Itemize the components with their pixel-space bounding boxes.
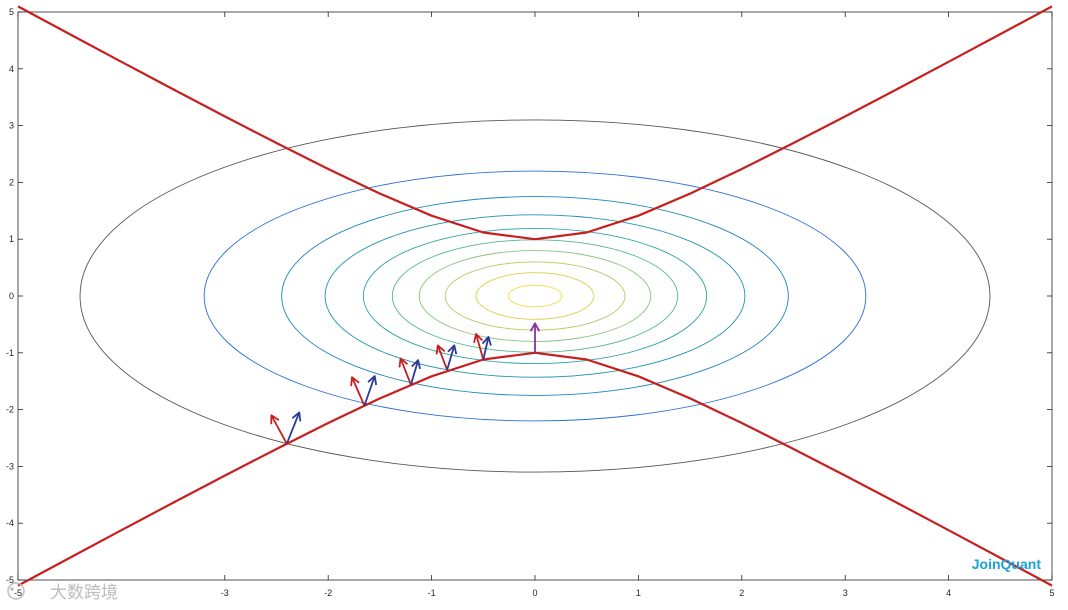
y-tick-label: -2: [6, 405, 14, 415]
watermark-text: 大数跨境: [50, 583, 118, 603]
gradient-arrow-shaft: [436, 345, 448, 371]
brand-label: JoinQuant: [972, 556, 1042, 572]
gradient-arrow-head: [529, 322, 541, 332]
plot-area: [17, 11, 1053, 581]
contour-level-5: [362, 227, 708, 365]
y-tick-label: 2: [9, 177, 14, 187]
gradient-arrow-head: [435, 344, 446, 355]
watermark-logo-dot-icon: [10, 587, 14, 591]
gradient-arrow-shaft: [270, 414, 288, 445]
watermark-logo-icon: [7, 582, 25, 600]
contour-level-9: [475, 272, 595, 320]
y-tick-label: -3: [6, 461, 14, 471]
gradient-arrow-head: [270, 414, 280, 425]
gradient-arrow-head: [291, 411, 302, 422]
gradient-arrow-shaft: [399, 358, 412, 385]
gradient-arrow-6: [410, 359, 421, 385]
gradient-arrow-shaft: [446, 345, 456, 371]
x-tick-label: -2: [324, 588, 332, 598]
x-tick-label: 4: [946, 588, 951, 598]
contour-level-10: [507, 284, 563, 308]
gradient-arrow-1: [270, 414, 288, 445]
x-tick-label: -1: [428, 588, 436, 598]
x-tick-label: -5: [14, 588, 22, 598]
hyperbola-branch-upper: [17, 5, 1053, 241]
y-tick-label: -4: [6, 518, 14, 528]
gradient-arrow-shaft: [410, 359, 420, 385]
contour-level-1: [79, 119, 991, 473]
gradient-arrow-head: [447, 344, 458, 355]
x-tick-label: 5: [1049, 588, 1054, 598]
contour-level-2: [203, 170, 867, 422]
gradient-arrow-shaft: [286, 412, 301, 445]
contour-level-4: [324, 214, 746, 378]
gradient-arrow-10: [481, 335, 492, 360]
gradient-arrow-9: [473, 333, 485, 360]
y-tick-label: 3: [9, 121, 14, 131]
gradient-arrow-head: [350, 376, 360, 387]
x-tick-label: 1: [636, 588, 641, 598]
gradient-arrow-4: [363, 375, 378, 406]
gradient-arrow-2: [286, 411, 302, 445]
gradient-arrow-head: [473, 333, 484, 344]
x-tick-label: 3: [843, 588, 848, 598]
gradient-arrow-3: [350, 376, 366, 406]
gradient-arrow-7: [435, 344, 448, 371]
gradient-arrow-head: [367, 375, 378, 386]
watermark: 大数跨境: [7, 582, 118, 603]
gradient-arrow-shaft: [475, 333, 485, 360]
gradient-arrow-shaft: [482, 336, 490, 360]
contour-level-3: [281, 196, 789, 396]
y-tick-label: -5: [6, 575, 14, 585]
y-tick-label: 0: [9, 291, 14, 301]
gradient-arrow-11: [529, 322, 541, 353]
x-tick-label: 0: [532, 588, 537, 598]
y-tick-label: 4: [9, 64, 14, 74]
axis-ticks: -5 -3 -2 -1 0 1 2 3 4 5 -5 -4 -3 -2 -1 0 1 2 3 4 5: [6, 7, 1055, 598]
y-tick-label: 5: [9, 7, 14, 17]
gradient-arrow-head: [411, 359, 421, 370]
gradient-arrow-head: [398, 357, 409, 368]
gradient-arrow-5: [398, 357, 412, 385]
gradient-arrows: [270, 322, 541, 445]
gradient-arrow-head: [481, 335, 492, 346]
gradient-arrow-shaft: [351, 376, 366, 406]
gradient-arrow-8: [446, 344, 458, 371]
gradient-arrow-shaft: [363, 375, 376, 406]
y-tick-label: -1: [6, 348, 14, 358]
y-tick-label: 1: [9, 234, 14, 244]
x-tick-label: 2: [739, 588, 744, 598]
x-tick-label: -3: [221, 588, 229, 598]
